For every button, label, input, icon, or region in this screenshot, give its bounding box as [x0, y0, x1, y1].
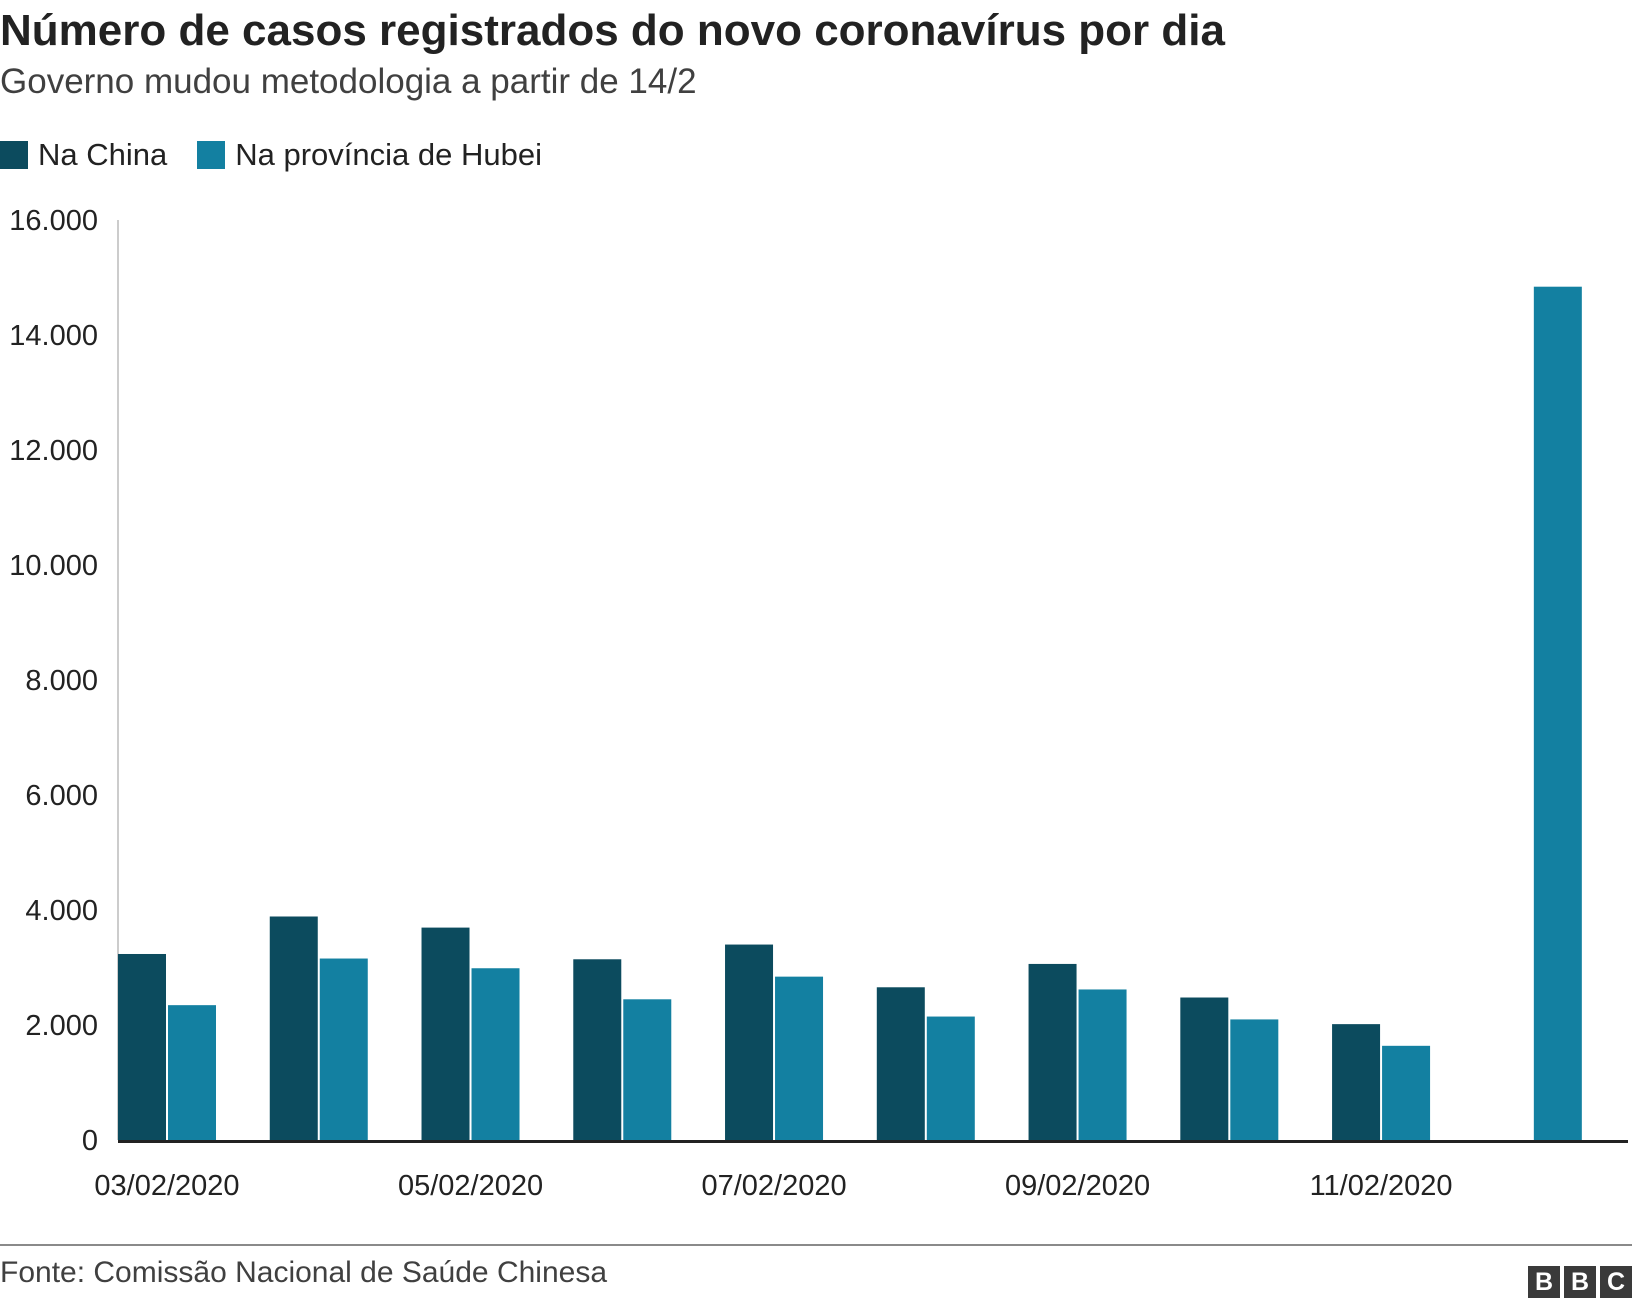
x-tick-label: 11/02/2020 — [1310, 1170, 1453, 1202]
x-tick-label: 09/02/2020 — [1005, 1170, 1150, 1202]
y-tick-label: 14.000 — [9, 320, 98, 352]
bar-china — [876, 987, 925, 1140]
bar-china — [725, 944, 774, 1140]
bar-hubei — [1382, 1045, 1431, 1140]
legend-item-china: Na China — [0, 137, 167, 173]
footer-divider — [0, 1244, 1632, 1246]
bar-hubei — [926, 1016, 975, 1140]
y-tick-label: 6.000 — [25, 780, 98, 812]
bar-china — [573, 959, 622, 1140]
bar-china — [118, 953, 166, 1140]
legend-item-hubei: Na província de Hubei — [197, 137, 542, 173]
source-note: Fonte: Comissão Nacional de Saúde Chines… — [0, 1256, 608, 1289]
legend: Na China Na província de Hubei — [0, 137, 572, 173]
chart-subtitle: Governo mudou metodologia a partir de 14… — [0, 62, 697, 101]
bar-hubei — [775, 976, 824, 1140]
bar-hubei — [319, 958, 368, 1140]
x-tick-label: 03/02/2020 — [94, 1170, 239, 1202]
logo-letter: B — [1528, 1266, 1560, 1298]
bar-china — [269, 916, 318, 1140]
y-tick-label: 8.000 — [25, 665, 98, 697]
legend-swatch-china — [0, 141, 28, 169]
x-tick-label: 07/02/2020 — [701, 1170, 846, 1202]
bar-hubei — [1533, 286, 1582, 1140]
bar-china — [421, 927, 470, 1140]
y-tick-label: 2.000 — [25, 1010, 98, 1042]
legend-swatch-hubei — [197, 141, 226, 169]
bar-hubei — [168, 1005, 216, 1140]
y-tick-label: 4.000 — [25, 895, 98, 927]
bar-hubei — [1230, 1019, 1279, 1140]
bar-chart: 0 2.000 4.000 6.000 8.000 10.000 12.000 14.000 1… — [9, 205, 1628, 1202]
legend-label-china: Na China — [38, 137, 168, 172]
y-axis-tick-labels: 0 2.000 4.000 6.000 8.000 10.000 12.000 14.000 1… — [9, 205, 98, 1157]
bar-hubei — [1078, 989, 1127, 1140]
x-tick-label: 05/02/2020 — [398, 1170, 543, 1202]
y-tick-label: 10.000 — [9, 550, 98, 582]
y-tick-label: 16.000 — [9, 205, 98, 237]
logo-letter: C — [1600, 1266, 1632, 1298]
bar-hubei — [471, 968, 520, 1140]
y-tick-label: 0 — [82, 1125, 98, 1157]
bbc-logo: B B C — [1524, 1266, 1632, 1298]
bars — [118, 286, 1582, 1140]
x-axis-tick-labels: 03/02/2020 05/02/2020 07/02/2020 09/02/2020… — [94, 1170, 1452, 1202]
legend-label-hubei: Na província de Hubei — [235, 137, 542, 172]
bar-china — [1028, 963, 1077, 1140]
logo-letter: B — [1564, 1266, 1596, 1298]
bar-hubei — [623, 999, 672, 1140]
y-tick-label: 12.000 — [9, 435, 98, 467]
bar-china — [1180, 997, 1229, 1140]
bar-china — [1332, 1024, 1381, 1140]
chart-title: Número de casos registrados do novo coro… — [0, 6, 1225, 55]
